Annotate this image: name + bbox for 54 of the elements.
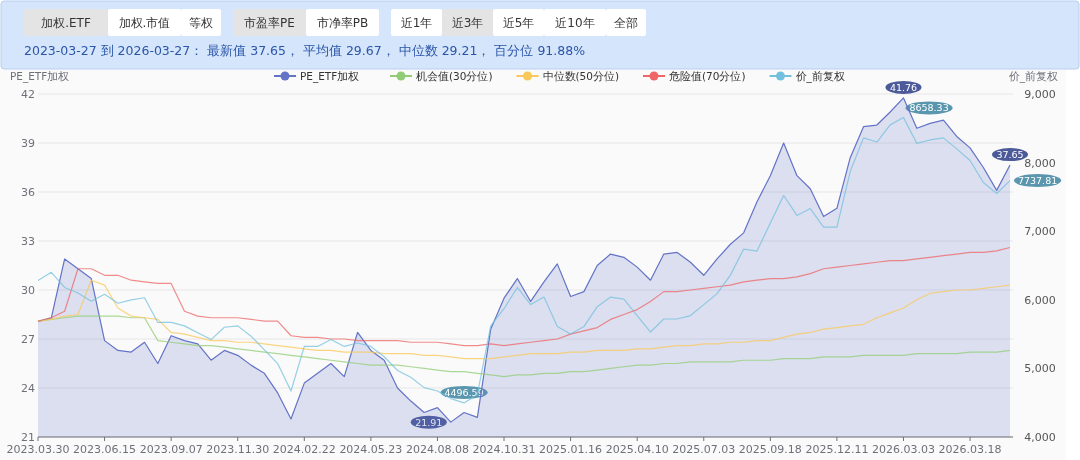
x-tick-label: 2024.02.22 — [272, 443, 336, 456]
y2-tick-label: 8,000 — [1024, 156, 1056, 170]
y-axis-title: PE_ETF加权 — [10, 70, 70, 83]
y2-tick-label: 5,000 — [1024, 362, 1056, 376]
x-tick-label: 2026.03.03 — [871, 443, 935, 456]
y-tick-label: 33 — [21, 235, 35, 248]
legend-label: PE_ETF加权 — [300, 70, 360, 83]
legend-label: 机会值(30分位) — [416, 70, 493, 82]
y-tick-label: 21 — [21, 431, 35, 444]
x-tick-label: 2025.07.03 — [672, 443, 736, 456]
x-tick-label: 2023.09.07 — [139, 443, 203, 456]
y-tick-label: 36 — [21, 186, 35, 199]
data-label: 8658.33 — [909, 102, 949, 114]
data-label: 37.65 — [996, 149, 1024, 161]
text: 等权 — [189, 16, 213, 30]
text: 全部 — [614, 16, 638, 30]
text: 近5年 — [502, 16, 535, 30]
y-tick-label: 27 — [21, 333, 35, 346]
text: 加权.ETF — [41, 16, 91, 30]
data-label: 41.76 — [889, 81, 918, 93]
y2-tick-label: 6,000 — [1024, 293, 1056, 307]
x-tick-label: 2024.05.23 — [339, 443, 403, 456]
text: 近3年 — [451, 16, 484, 30]
data-label: 4496.59 — [444, 386, 484, 398]
x-tick-label: 2024.08.08 — [405, 443, 469, 456]
x-tick-label: 2025.04.10 — [605, 443, 669, 456]
y2-tick-label: 7,000 — [1024, 225, 1056, 239]
text: 近10年 — [555, 16, 595, 30]
x-tick-label: 2023.06.15 — [73, 443, 137, 456]
data-label: 7737.81 — [1017, 175, 1058, 187]
y-tick-label: 39 — [21, 137, 35, 150]
y2-tick-label: 4,000 — [1024, 431, 1056, 444]
x-tick-label: 2026.03.18 — [938, 443, 1002, 456]
line-series — [37, 246, 1011, 347]
x-tick-label: 2025.09.18 — [738, 443, 802, 456]
text: 市盈率PE — [244, 16, 295, 30]
legend-label: 价_前复权 — [794, 70, 845, 83]
data-label: 21.91 — [415, 416, 443, 428]
text: 近1年 — [400, 16, 433, 30]
y2-axis-title: 价_前复权 — [1007, 70, 1058, 83]
x-tick-label: 2025.01.16 — [539, 443, 603, 456]
legend-label: 危险值(70分位) — [669, 70, 746, 82]
x-tick-label: 2023.03.30 — [6, 443, 70, 456]
x-tick-label: 2025.12.11 — [805, 443, 869, 456]
chart-subtitle: 2023-03-27 到 2026-03-27： 最新值 37.65， 平均值 29.67， 中位数 29.21， 百分位 91.88% — [24, 43, 586, 58]
text: 市净率PB — [316, 16, 369, 30]
y-tick-label: 24 — [21, 382, 35, 395]
y-tick-label: 42 — [21, 88, 35, 101]
legend-label: 中位数(50分位) — [542, 70, 620, 82]
y-tick-label: 30 — [21, 284, 35, 297]
y2-tick-label: 9,000 — [1024, 88, 1056, 101]
text: 加权.市值 — [118, 16, 171, 30]
x-tick-label: 2023.11.30 — [206, 443, 270, 456]
x-tick-label: 2024.10.31 — [472, 443, 536, 456]
